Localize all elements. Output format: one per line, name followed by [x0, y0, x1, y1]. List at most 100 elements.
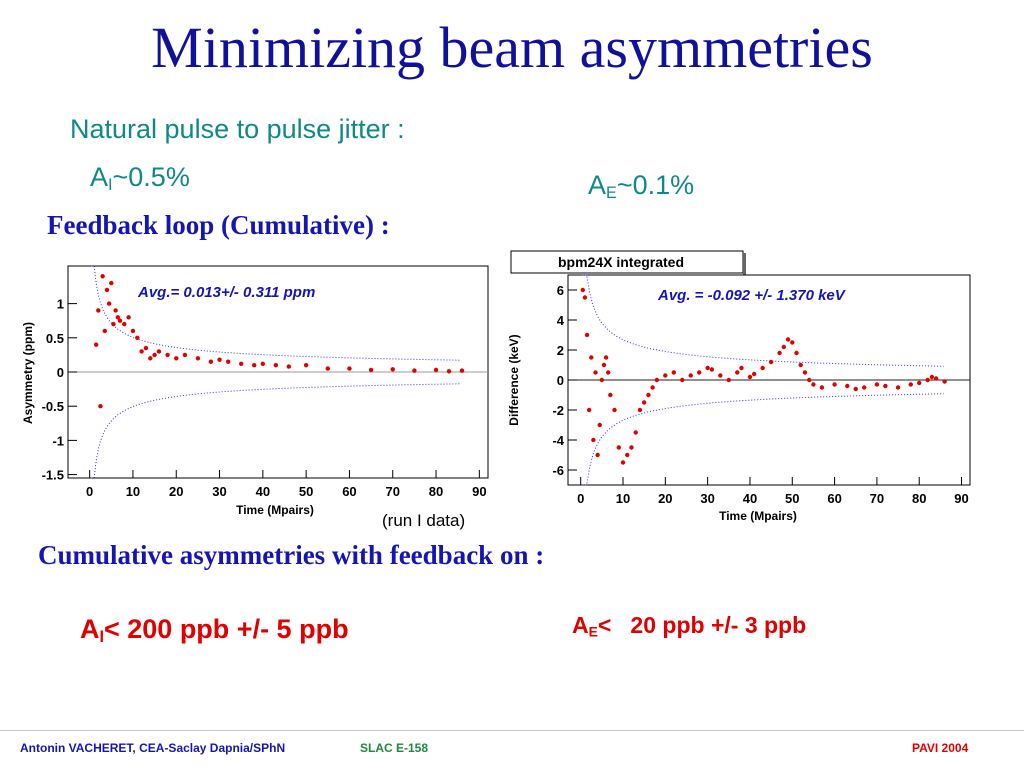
data-point — [130, 328, 136, 334]
data-point — [925, 377, 930, 383]
data-point — [620, 460, 626, 465]
data-point — [794, 350, 799, 356]
result-ai: AI< 200 ppb +/- 5 ppb — [80, 614, 349, 647]
footer-author: Antonin VACHERET, CEA-Saclay Dapnia/SPhN — [20, 741, 286, 755]
data-point — [273, 362, 279, 368]
data-point — [735, 370, 740, 375]
data-point — [591, 437, 596, 443]
data-point — [739, 365, 744, 371]
x-tick-label: 40 — [256, 484, 270, 499]
data-point — [143, 345, 149, 351]
data-point — [874, 382, 880, 387]
data-point — [156, 349, 162, 354]
data-point — [174, 356, 179, 361]
data-point — [929, 374, 935, 380]
data-point — [599, 377, 605, 383]
data-point — [104, 287, 110, 293]
data-point — [768, 359, 774, 365]
error-band-lower — [91, 383, 461, 479]
y-tick-label: -4 — [552, 433, 564, 448]
error-band-upper — [91, 265, 461, 361]
jitter-ae: AE~0.1% — [588, 170, 695, 203]
x-tick-label: 80 — [429, 484, 443, 499]
asymmetry-chart: 0 10 20 30 40 50 60 70 80 90 -1.5 -1 -0.5 0 0.5 1 Avg.… — [21, 265, 489, 517]
bpm-difference-chart: bpm24X integrated 0 10 20 30 40 50 60 70 80 90 -6… — [507, 250, 971, 523]
data-point — [102, 328, 108, 334]
data-point — [584, 332, 590, 338]
x-tick-label: 60 — [342, 484, 356, 499]
data-point — [459, 368, 465, 373]
data-point — [113, 308, 118, 313]
chart-title: bpm24X integrated — [558, 254, 684, 270]
data-point — [629, 445, 634, 450]
data-point — [251, 362, 257, 368]
data-point — [785, 337, 791, 342]
x-tick-label: 10 — [616, 491, 630, 506]
data-point — [845, 383, 850, 389]
data-point — [98, 403, 103, 409]
x-tick-label: 50 — [299, 484, 313, 499]
data-point — [226, 359, 231, 364]
x-tick-label: 20 — [658, 491, 672, 506]
x-axis-label: Time (Mpairs) — [719, 509, 797, 523]
data-point — [625, 452, 630, 458]
data-point — [608, 392, 613, 398]
data-point — [862, 385, 867, 390]
data-point — [93, 342, 99, 347]
chart-title-shadow — [743, 253, 746, 275]
data-point — [853, 386, 858, 392]
y-axis-label: Difference (keV) — [507, 334, 521, 425]
y-tick-label: 1 — [57, 297, 64, 312]
y-tick-label: -1 — [52, 433, 64, 448]
data-point — [646, 392, 651, 398]
y-tick-label: 6 — [557, 283, 564, 298]
footer-divider — [0, 730, 1024, 731]
x-tick-label: 0 — [577, 491, 584, 506]
y-axis-label: Asymmetry (ppm) — [21, 322, 35, 424]
data-point — [908, 382, 913, 387]
y-tick-label: -1.5 — [42, 468, 64, 483]
data-point — [148, 356, 153, 361]
data-point — [117, 318, 123, 323]
data-point — [586, 407, 592, 413]
data-point — [601, 362, 607, 368]
cumulative-heading: Cumulative asymmetries with feedback on … — [38, 540, 545, 570]
feedback-heading: Feedback loop (Cumulative) : — [47, 210, 390, 240]
y-tick-label: -0.5 — [42, 399, 64, 414]
data-point — [115, 315, 120, 320]
data-point — [100, 274, 105, 279]
x-tick-label: 0 — [86, 484, 93, 499]
data-point — [182, 352, 188, 358]
data-point — [612, 407, 617, 413]
data-point — [760, 365, 765, 371]
error-band-lower — [582, 393, 944, 486]
x-tick-label: 40 — [743, 491, 757, 506]
data-point — [603, 355, 609, 360]
data-point — [412, 368, 417, 373]
data-point — [616, 445, 621, 450]
x-tick-label: 70 — [870, 491, 884, 506]
jitter-ai: AI~0.5% — [90, 162, 190, 195]
data-point — [325, 366, 330, 371]
x-axis-label: Time (Mpairs) — [236, 503, 314, 517]
data-point — [637, 407, 643, 413]
data-point — [709, 367, 715, 372]
data-point — [152, 352, 157, 358]
data-point — [671, 370, 676, 375]
y-tick-label: -2 — [552, 403, 564, 418]
data-point — [106, 301, 112, 306]
data-point — [303, 362, 309, 368]
data-point — [606, 370, 611, 375]
data-point — [790, 340, 795, 345]
y-tick-label: 0 — [57, 365, 64, 380]
data-point — [883, 383, 888, 389]
data-point — [663, 373, 668, 378]
data-point — [718, 373, 723, 378]
data-point — [111, 321, 116, 327]
data-point — [589, 355, 594, 360]
x-tick-label: 20 — [169, 484, 183, 499]
y-tick-label: 0 — [557, 373, 564, 388]
data-point — [109, 280, 114, 286]
data-point — [802, 370, 808, 375]
data-point — [260, 361, 266, 366]
